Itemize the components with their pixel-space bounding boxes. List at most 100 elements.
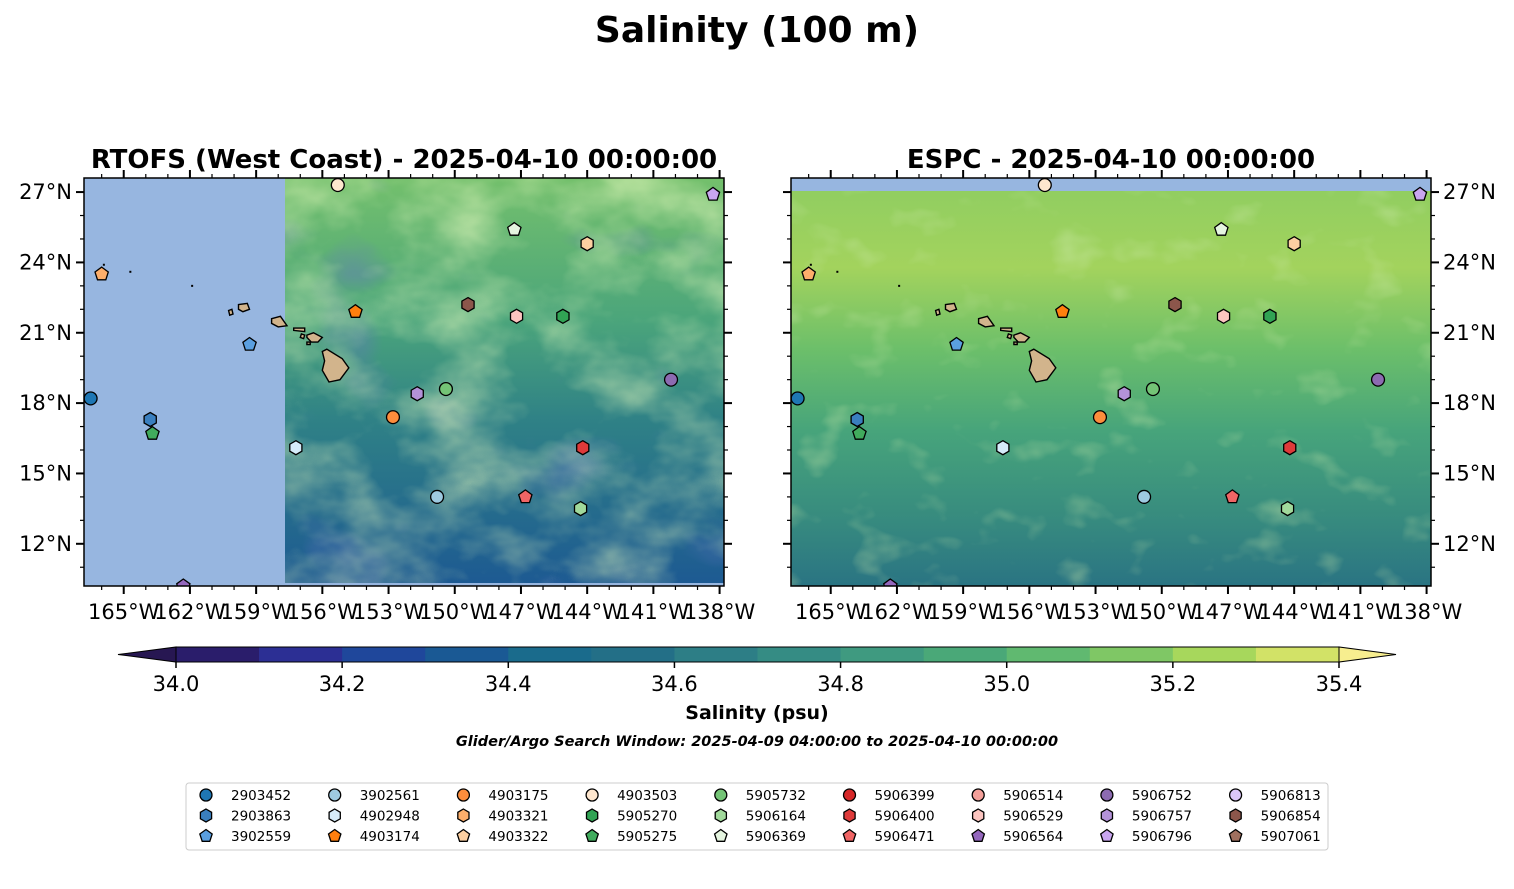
lon-tick-label: 153°W [353,600,425,624]
legend-label: 5906471 [875,829,935,845]
float-marker [1137,489,1152,504]
legend-marker [971,788,985,802]
island-6 [237,302,251,313]
rtofs-frame [83,177,725,587]
lon-tick-label: 141°W [1325,600,1397,624]
island-4 [1013,341,1018,346]
colorbar-bin [259,647,343,662]
float-marker [1168,296,1182,313]
island-0 [321,348,350,383]
float-legend: 2903452 2903863 3902559 3902561 4902948 49031… [185,782,1329,851]
float-marker [461,296,475,313]
islet-0 [129,270,132,273]
float-marker [850,411,864,428]
legend-marker [199,788,213,802]
float-marker [1224,489,1240,504]
lon-tick-label: 150°W [419,600,491,624]
float-marker [1213,221,1229,236]
float-marker [517,489,533,504]
colorbar-bin [425,647,509,662]
lon-tick-label: 144°W [1258,600,1330,624]
legend-marker [1099,828,1114,842]
colorbar-bin [1255,647,1340,662]
legend-label: 5906399 [875,788,935,804]
island-3 [299,332,306,340]
float-marker [1037,178,1052,193]
float-marker [430,489,445,504]
legend-label: 5906752 [1132,788,1192,804]
legend-marker [1100,808,1114,823]
rtofs-axes: 165°W162°W159°W156°W153°W150°W147°W144°W… [19,170,755,624]
lon-tick-label: 147°W [1192,600,1264,624]
float-marker [175,578,191,586]
float-marker [410,385,424,402]
float-marker [94,266,110,281]
legend-marker [457,808,470,823]
rtofs-swirls-salty [285,178,724,583]
float-marker [1216,308,1231,325]
island-3 [1006,332,1013,340]
float-marker [84,391,98,406]
colorbar-bin [1172,647,1257,662]
islet-2 [809,263,812,266]
float-marker [705,186,721,201]
panel-title-espc: ESPC - 2025-04-10 00:00:00 [907,145,1315,175]
lon-tick-label: 156°W [287,600,359,624]
float-marker [663,372,679,387]
float-marker [509,308,524,325]
lon-tick-label: 153°W [1060,600,1132,624]
colorbar-bin [591,647,676,662]
lon-tick-label: 156°W [994,600,1066,624]
lon-tick-label: 147°W [485,600,557,624]
float-marker [791,391,805,406]
float-marker [1370,372,1386,387]
lat-tick-label: 15°N [19,461,72,485]
legend-label: 5906757 [1132,809,1192,825]
legend-label: 5906813 [1261,788,1321,804]
legend-marker [199,828,213,842]
float-marker [580,235,594,252]
lat-tick-label: 15°N [1443,461,1496,485]
float-marker [348,303,363,318]
legend-label: 5906164 [746,809,806,825]
colorbar-bin [757,647,842,662]
island-1 [306,332,324,343]
legend-label: 4903321 [488,809,548,825]
lon-tick-label: 138°W [684,600,756,624]
legend-marker [842,788,857,802]
float-marker [438,381,454,397]
lat-tick-label: 27°N [19,180,72,204]
colorbar-bin [1089,647,1174,662]
float-marker [1280,500,1295,517]
lat-tick-label: 27°N [1443,180,1496,204]
float-marker [330,178,345,193]
lat-tick-label: 18°N [19,391,72,415]
legend-marker [1229,808,1242,823]
lat-tick-label: 21°N [1443,321,1496,345]
float-marker [801,266,817,281]
lat-tick-label: 24°N [1443,250,1496,274]
colorbar-bin [674,647,759,662]
colorbar-bin [1006,647,1091,662]
lon-tick-label: 144°W [551,600,623,624]
legend-label: 5907061 [1261,829,1321,845]
legend-marker [327,828,342,842]
legend-marker [843,808,856,823]
float-marker [996,439,1010,456]
float-marker [556,308,570,325]
figure-title: Salinity (100 m) [595,10,919,51]
island-7 [227,308,234,317]
colorbar-bin [176,647,260,662]
colorbar-tick-label: 35.2 [1149,672,1196,696]
float-marker [1263,308,1277,325]
legend-marker [328,788,342,802]
island-5 [977,315,996,328]
legend-label: 5905732 [746,788,806,804]
colorbar-tick-label: 34.0 [153,672,200,696]
legend-marker [199,808,213,823]
legend-label: 4903174 [360,829,420,845]
legend-label: 2903452 [231,788,291,804]
legend-marker [585,808,599,823]
islet-1 [898,284,901,287]
colorbar-bin [923,647,1008,662]
